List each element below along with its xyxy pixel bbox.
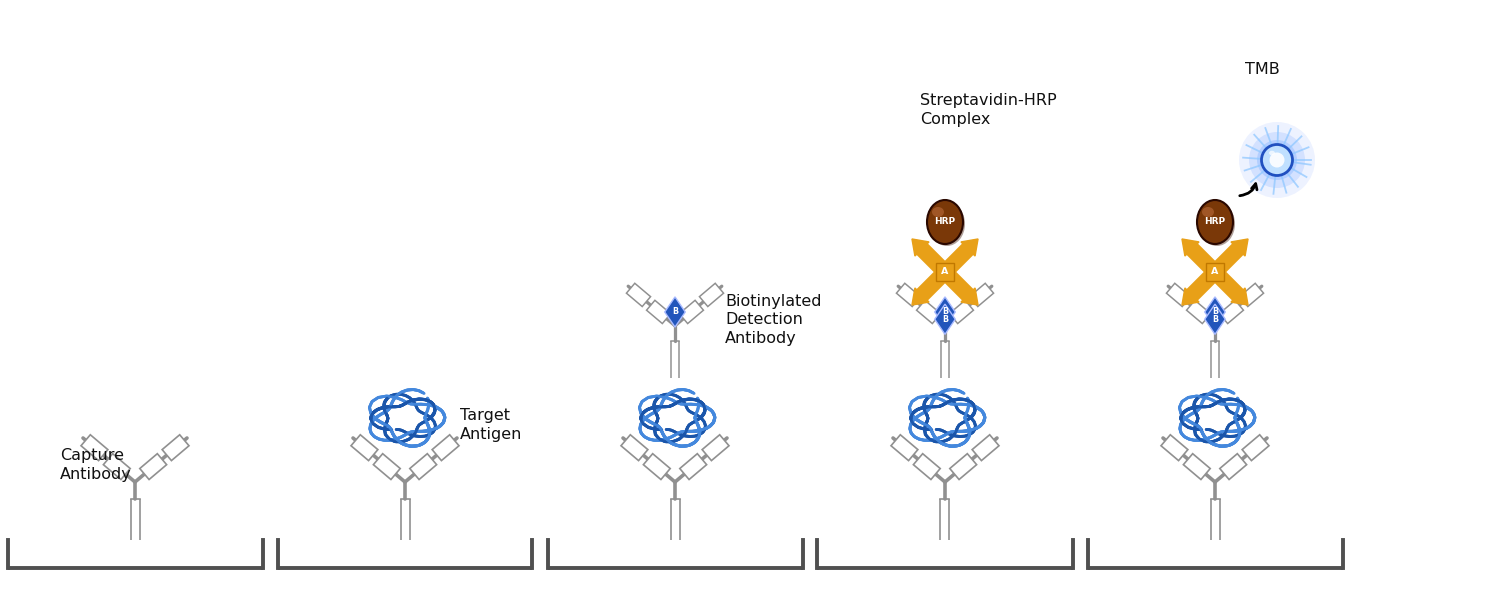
Polygon shape <box>891 435 918 461</box>
Polygon shape <box>664 297 686 327</box>
Polygon shape <box>950 301 974 323</box>
Polygon shape <box>1220 301 1244 323</box>
Polygon shape <box>410 454 436 479</box>
Text: Biotinylated
Detection
Antibody: Biotinylated Detection Antibody <box>724 294 822 346</box>
Polygon shape <box>1232 239 1248 256</box>
Polygon shape <box>699 283 723 307</box>
Ellipse shape <box>1197 200 1233 244</box>
Polygon shape <box>1220 454 1246 479</box>
Polygon shape <box>962 288 978 305</box>
Circle shape <box>1257 140 1298 180</box>
Polygon shape <box>646 301 670 323</box>
Polygon shape <box>1239 283 1263 307</box>
Polygon shape <box>1186 301 1210 323</box>
Polygon shape <box>104 454 130 479</box>
Polygon shape <box>351 435 378 461</box>
Ellipse shape <box>1269 151 1275 155</box>
Polygon shape <box>1232 288 1248 305</box>
Text: TMB: TMB <box>1245 62 1280 77</box>
Ellipse shape <box>927 200 963 244</box>
Polygon shape <box>627 283 651 307</box>
Polygon shape <box>962 239 978 256</box>
Text: Capture
Antibody: Capture Antibody <box>60 448 132 482</box>
FancyBboxPatch shape <box>936 263 954 281</box>
Polygon shape <box>1184 454 1210 479</box>
Polygon shape <box>1167 283 1191 307</box>
Circle shape <box>1269 152 1284 167</box>
Ellipse shape <box>1202 207 1214 217</box>
Circle shape <box>1262 145 1293 175</box>
Polygon shape <box>950 454 976 479</box>
Text: A: A <box>1212 268 1218 277</box>
Polygon shape <box>1161 435 1188 461</box>
Text: B: B <box>1212 315 1218 324</box>
Polygon shape <box>912 288 928 305</box>
Polygon shape <box>432 435 459 461</box>
Polygon shape <box>140 454 166 479</box>
Polygon shape <box>374 454 400 479</box>
Ellipse shape <box>928 202 964 246</box>
Text: Target
Antigen: Target Antigen <box>460 408 522 442</box>
Polygon shape <box>1242 435 1269 461</box>
Ellipse shape <box>1198 202 1234 246</box>
Polygon shape <box>680 454 706 479</box>
Text: HRP: HRP <box>934 217 956 226</box>
Text: B: B <box>942 307 948 316</box>
Text: B: B <box>672 307 678 316</box>
Polygon shape <box>912 239 928 256</box>
Polygon shape <box>1204 297 1225 327</box>
Polygon shape <box>81 435 108 461</box>
Text: A: A <box>942 268 948 277</box>
Polygon shape <box>644 454 670 479</box>
Polygon shape <box>916 301 940 323</box>
Text: B: B <box>942 315 948 324</box>
Polygon shape <box>680 301 703 323</box>
Ellipse shape <box>932 207 944 217</box>
FancyBboxPatch shape <box>1206 263 1224 281</box>
Polygon shape <box>897 283 921 307</box>
Text: HRP: HRP <box>1204 217 1225 226</box>
Polygon shape <box>1182 239 1198 256</box>
Polygon shape <box>621 435 648 461</box>
Text: Streptavidin-HRP
Complex: Streptavidin-HRP Complex <box>920 93 1056 127</box>
Polygon shape <box>702 435 729 461</box>
Polygon shape <box>934 297 956 327</box>
Polygon shape <box>162 435 189 461</box>
Polygon shape <box>969 283 993 307</box>
Text: B: B <box>1212 307 1218 316</box>
Circle shape <box>1239 122 1316 198</box>
Polygon shape <box>1204 304 1225 334</box>
Circle shape <box>1250 132 1305 188</box>
Polygon shape <box>934 304 956 334</box>
Polygon shape <box>914 454 940 479</box>
Polygon shape <box>1182 288 1198 305</box>
Polygon shape <box>972 435 999 461</box>
